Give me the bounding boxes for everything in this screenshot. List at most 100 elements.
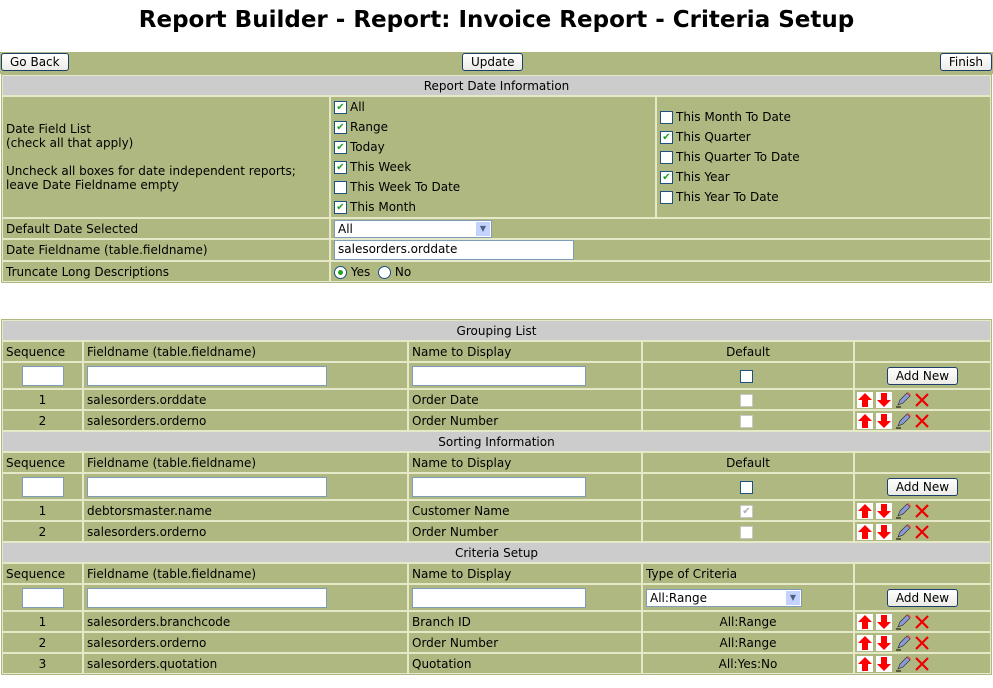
sequence-input[interactable] [21, 587, 64, 608]
sequence-input[interactable] [21, 476, 64, 497]
date-option-checkbox[interactable] [660, 111, 673, 124]
table-row: 3 salesorders.quotation Quotation All:Yes:N… [2, 653, 991, 674]
truncate-no-radio[interactable] [378, 265, 392, 279]
date-option-checkbox[interactable] [660, 151, 673, 164]
column-header [854, 563, 991, 584]
date-fieldname-input[interactable]: salesorders.orddate [334, 240, 574, 260]
date-option-label: This Month To Date [676, 110, 791, 124]
arrow-up-icon[interactable] [857, 523, 873, 540]
date-option-label: This Month [350, 200, 416, 214]
date-option-checkbox[interactable]: ✔ [334, 121, 347, 134]
date-option: This Month To Date [660, 107, 987, 127]
fieldname-input[interactable] [87, 587, 327, 608]
delete-x-icon[interactable] [914, 392, 930, 408]
pencil-edit-icon[interactable] [895, 634, 911, 651]
arrow-down-icon[interactable] [876, 634, 892, 651]
add-new-button[interactable]: Add New [886, 477, 959, 496]
date-option-checkbox[interactable]: ✔ [660, 131, 673, 144]
chevron-down-icon: ▼ [786, 590, 800, 605]
delete-x-icon[interactable] [914, 656, 930, 672]
fieldname-input[interactable] [87, 476, 327, 497]
date-option-checkbox[interactable]: ✔ [334, 201, 347, 214]
pencil-edit-icon[interactable] [895, 502, 911, 519]
display-name-input[interactable] [412, 587, 586, 608]
date-options-right: This Month To Date ✔ This Quarter This Quar… [656, 96, 991, 218]
date-option: ✔ All [334, 97, 652, 117]
delete-x-icon[interactable] [914, 614, 930, 630]
arrow-up-icon[interactable] [857, 412, 873, 429]
default-checkbox: ✔ [740, 504, 753, 518]
date-option-checkbox[interactable]: ✔ [334, 101, 347, 114]
fieldname: salesorders.orderno [87, 635, 207, 650]
column-header [854, 341, 991, 362]
arrow-up-icon[interactable] [857, 502, 873, 519]
date-option-checkbox[interactable]: ✔ [334, 161, 347, 174]
pencil-edit-icon[interactable] [895, 523, 911, 540]
sequence: 1 [38, 614, 47, 629]
table-row: 2 salesorders.orderno Order Number All:Rang… [2, 632, 991, 653]
date-option-checkbox[interactable]: ✔ [660, 171, 673, 184]
date-option-checkbox[interactable] [660, 191, 673, 204]
hint: Uncheck all boxes for date independent r… [6, 164, 296, 178]
arrow-down-icon[interactable] [876, 655, 892, 672]
add-new-button[interactable]: Add New [886, 588, 959, 607]
sequence-input[interactable] [21, 365, 64, 386]
display-name-input[interactable] [412, 365, 586, 386]
column-header: Default [642, 452, 854, 473]
default-checkbox [740, 393, 753, 407]
arrow-down-icon[interactable] [876, 613, 892, 630]
date-option-checkbox[interactable] [334, 181, 347, 194]
delete-x-icon[interactable] [914, 503, 930, 519]
default-date-select[interactable]: All ▼ [334, 219, 492, 238]
section-header: Grouping List [2, 320, 991, 341]
arrow-up-icon[interactable] [857, 613, 873, 630]
criteria-type: All:Yes:No [718, 656, 778, 671]
display-name-input[interactable] [412, 476, 586, 497]
sequence: 3 [38, 656, 47, 671]
pencil-edit-icon[interactable] [895, 412, 911, 429]
date-option-label: This Year [676, 170, 730, 184]
arrow-up-icon[interactable] [857, 655, 873, 672]
arrow-down-icon[interactable] [876, 502, 892, 519]
arrow-down-icon[interactable] [876, 391, 892, 408]
table-row: 2 salesorders.orderno Order Number [2, 410, 991, 431]
column-header: Type of Criteria [642, 563, 854, 584]
toolbar: Go Back Update Finish [0, 52, 993, 74]
add-new-button[interactable]: Add New [886, 366, 959, 385]
pencil-edit-icon[interactable] [895, 613, 911, 630]
new-entry-row: All:Range ▼ Add New [2, 584, 991, 611]
truncate-yes-radio[interactable] [334, 265, 347, 279]
display-name: Order Number [412, 635, 499, 650]
delete-x-icon[interactable] [914, 635, 930, 651]
delete-x-icon[interactable] [914, 524, 930, 540]
default-checkbox[interactable] [740, 369, 753, 383]
finish-button[interactable]: Finish [939, 53, 992, 71]
pencil-edit-icon[interactable] [895, 655, 911, 672]
date-option-label: All [350, 100, 365, 114]
column-header: Name to Display [408, 341, 642, 362]
fieldname: salesorders.quotation [87, 656, 218, 671]
table-row: 1 salesorders.branchcode Branch ID All:Rang… [2, 611, 991, 632]
date-option: This Quarter To Date [660, 147, 987, 167]
go-back-button[interactable]: Go Back [1, 53, 69, 71]
update-button[interactable]: Update [462, 53, 524, 71]
arrow-down-icon[interactable] [876, 523, 892, 540]
date-option: This Week To Date [334, 177, 652, 197]
section-header: Sorting Information [2, 431, 991, 452]
date-option-label: This Week To Date [350, 180, 461, 194]
fieldname-input[interactable] [87, 365, 327, 386]
arrow-up-icon[interactable] [857, 634, 873, 651]
column-header: Fieldname (table.fieldname) [83, 452, 408, 473]
delete-x-icon[interactable] [914, 413, 930, 429]
date-option-label: Today [350, 140, 385, 154]
arrow-up-icon[interactable] [857, 391, 873, 408]
arrow-down-icon[interactable] [876, 412, 892, 429]
fieldname: debtorsmaster.name [87, 503, 212, 518]
criteria-type-select[interactable]: All:Range ▼ [646, 588, 802, 607]
report-date-table: Report Date Information Date Field List … [1, 74, 992, 283]
pencil-edit-icon[interactable] [895, 391, 911, 408]
date-option-checkbox[interactable]: ✔ [334, 141, 347, 154]
sequence: 2 [38, 413, 47, 428]
date-option: This Year To Date [660, 187, 987, 207]
default-checkbox[interactable] [740, 480, 753, 494]
